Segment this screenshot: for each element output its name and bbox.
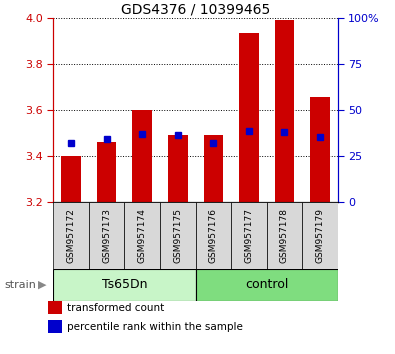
Title: GDS4376 / 10399465: GDS4376 / 10399465 <box>121 2 270 17</box>
Text: percentile rank within the sample: percentile rank within the sample <box>67 322 243 332</box>
Text: GSM957175: GSM957175 <box>173 208 182 263</box>
Bar <box>168 135 188 202</box>
Bar <box>48 301 62 314</box>
Text: GSM957172: GSM957172 <box>67 208 75 263</box>
Bar <box>48 320 62 333</box>
Bar <box>53 269 196 301</box>
Bar <box>196 202 231 269</box>
Text: GSM957173: GSM957173 <box>102 208 111 263</box>
Bar <box>267 202 302 269</box>
Bar <box>124 202 160 269</box>
Text: GSM957179: GSM957179 <box>316 208 324 263</box>
Bar <box>89 202 124 269</box>
Bar <box>196 269 338 301</box>
Bar <box>239 33 259 202</box>
Text: GSM957174: GSM957174 <box>138 208 147 263</box>
Bar <box>61 156 81 202</box>
Text: GSM957177: GSM957177 <box>245 208 253 263</box>
Bar <box>302 202 338 269</box>
Text: ▶: ▶ <box>38 280 46 290</box>
Text: control: control <box>245 279 288 291</box>
Text: Ts65Dn: Ts65Dn <box>102 279 147 291</box>
Bar <box>231 202 267 269</box>
Bar <box>203 135 223 202</box>
Bar <box>53 202 89 269</box>
Bar <box>310 97 330 202</box>
Bar <box>160 202 196 269</box>
Bar <box>275 20 294 202</box>
Text: strain: strain <box>4 280 36 290</box>
Text: GSM957176: GSM957176 <box>209 208 218 263</box>
Text: transformed count: transformed count <box>67 303 165 313</box>
Text: GSM957178: GSM957178 <box>280 208 289 263</box>
Bar <box>132 110 152 202</box>
Bar <box>97 142 117 202</box>
